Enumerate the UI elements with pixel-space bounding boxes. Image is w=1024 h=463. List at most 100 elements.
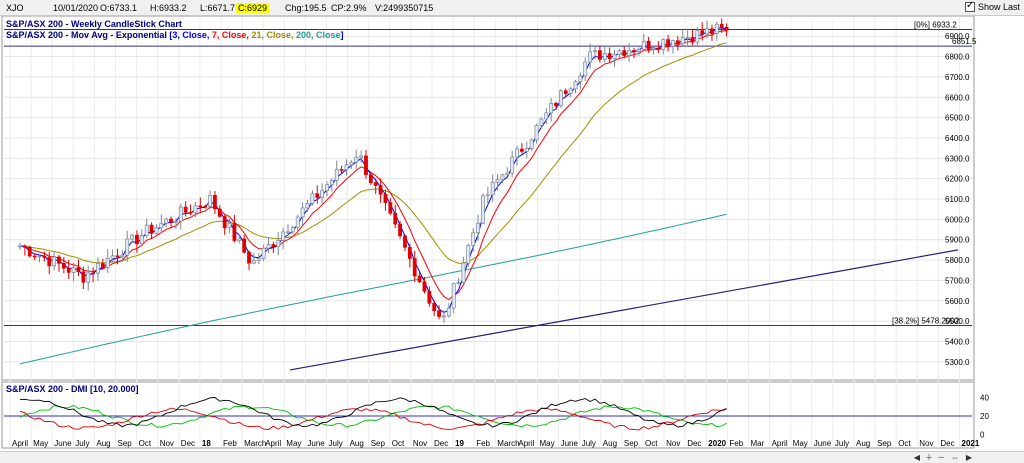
candle-body[interactable] (588, 51, 593, 63)
candle-body[interactable] (178, 206, 183, 222)
candle-body[interactable] (27, 247, 32, 257)
candle-body[interactable] (398, 223, 402, 237)
candle-body[interactable] (237, 238, 242, 241)
candle-body[interactable] (61, 263, 66, 269)
candle-body[interactable] (724, 26, 729, 31)
candle-body[interactable] (407, 246, 412, 259)
candle-body[interactable] (320, 190, 325, 198)
candle-body[interactable] (690, 37, 695, 43)
candle-body[interactable] (432, 302, 437, 312)
candle-body[interactable] (203, 206, 208, 208)
candle-body[interactable] (554, 103, 558, 107)
candle-body[interactable] (169, 218, 173, 223)
candle-body[interactable] (193, 205, 198, 214)
candle-body[interactable] (22, 245, 27, 248)
candle-body[interactable] (96, 263, 100, 274)
candle-body[interactable] (378, 185, 383, 195)
candle-body[interactable] (656, 47, 661, 50)
candle-body[interactable] (427, 290, 432, 304)
candle-body[interactable] (529, 139, 534, 149)
adx-line[interactable] (19, 397, 727, 428)
candle-body[interactable] (183, 206, 188, 213)
ema200-line[interactable] (19, 213, 727, 365)
scroll-right-icon[interactable]: ▶ (965, 453, 973, 462)
candle-body[interactable] (539, 118, 544, 126)
candle-body[interactable] (247, 252, 251, 264)
candle-body[interactable] (232, 222, 237, 241)
candle-body[interactable] (227, 222, 232, 229)
candle-body[interactable] (412, 258, 417, 277)
candle-body[interactable] (261, 247, 266, 259)
candle-body[interactable] (91, 272, 95, 275)
candle-body[interactable] (364, 155, 368, 175)
candle-body[interactable] (446, 307, 451, 317)
ema7-line[interactable] (19, 30, 727, 301)
candle-body[interactable] (290, 227, 295, 233)
candle-body[interactable] (636, 48, 641, 52)
candle-body[interactable] (646, 40, 651, 50)
candle-body[interactable] (632, 50, 636, 52)
candle-body[interactable] (602, 53, 607, 60)
candle-body[interactable] (344, 164, 349, 171)
candle-body[interactable] (242, 238, 247, 253)
candle-body[interactable] (66, 267, 71, 273)
candle-body[interactable] (627, 50, 632, 56)
candle-body[interactable] (120, 254, 125, 258)
candle-body[interactable] (295, 216, 300, 228)
candle-body[interactable] (217, 208, 222, 217)
candle-body[interactable] (252, 260, 256, 264)
candle-body[interactable] (86, 272, 91, 283)
candle-body[interactable] (675, 40, 680, 45)
scroll-left-icon[interactable]: ◀ (913, 453, 921, 462)
candle-body[interactable] (329, 180, 334, 186)
candle-body[interactable] (354, 157, 359, 163)
candle-body[interactable] (700, 30, 705, 35)
candle-body[interactable] (666, 39, 671, 47)
candle-body[interactable] (130, 234, 134, 240)
candle-body[interactable] (578, 75, 583, 82)
candle-body[interactable] (222, 216, 227, 229)
candle-body[interactable] (710, 28, 714, 34)
candle-body[interactable] (593, 50, 597, 53)
candle-body[interactable] (286, 231, 290, 234)
candle-body[interactable] (607, 53, 612, 60)
candle-body[interactable] (573, 81, 578, 90)
candle-body[interactable] (524, 147, 529, 152)
zoom-in-icon[interactable]: ＋ (925, 453, 933, 462)
candle-body[interactable] (213, 195, 217, 210)
show-last-checkbox[interactable]: Show Last (964, 0, 1020, 12)
candle-body[interactable] (559, 90, 563, 107)
candle-body[interactable] (476, 222, 480, 234)
candle-body[interactable] (437, 310, 441, 317)
candle-body[interactable] (505, 172, 510, 176)
candle-body[interactable] (544, 112, 549, 120)
candle-body[interactable] (164, 218, 169, 224)
candle-body[interactable] (510, 156, 515, 174)
candle-body[interactable] (325, 184, 329, 192)
candle-body[interactable] (719, 23, 724, 28)
candle-body[interactable] (359, 155, 364, 158)
candle-body[interactable] (276, 240, 281, 248)
candle-body[interactable] (617, 50, 622, 55)
chart-canvas[interactable]: 6900.0 6800.0 6700.0 6600.0 6500.0 6400.0 6300… (0, 16, 1024, 451)
candle-body[interactable] (495, 179, 500, 183)
candle-body[interactable] (281, 231, 286, 241)
candle-body[interactable] (641, 40, 646, 50)
candle-body[interactable] (174, 220, 178, 223)
candle-body[interactable] (705, 28, 709, 35)
candle-body[interactable] (597, 50, 602, 60)
candle-body[interactable] (42, 255, 47, 258)
ema21-line[interactable] (19, 42, 727, 264)
candle-body[interactable] (300, 207, 305, 218)
candle-body[interactable] (563, 90, 568, 94)
candle-body[interactable] (583, 61, 588, 77)
candle-body[interactable] (661, 39, 666, 50)
candle-body[interactable] (256, 258, 261, 262)
candle-body[interactable] (622, 50, 627, 56)
candle-body[interactable] (310, 193, 315, 204)
candle-body[interactable] (651, 47, 656, 50)
candle-body[interactable] (271, 244, 276, 248)
candle-body[interactable] (154, 227, 159, 234)
candle-body[interactable] (339, 169, 344, 171)
candle-body[interactable] (714, 23, 719, 34)
